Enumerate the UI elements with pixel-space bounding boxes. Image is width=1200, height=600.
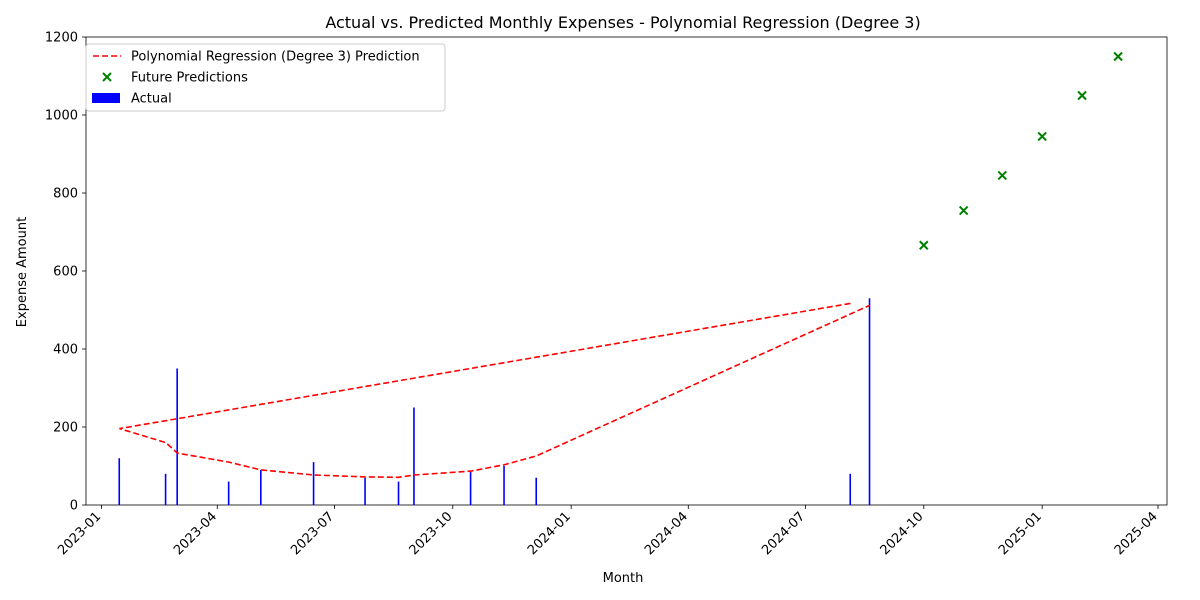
actual-bar [227,481,230,505]
legend-swatch-future [102,72,112,82]
x-tick-label: 2024-01 [525,509,574,558]
y-tick-label: 200 [53,421,78,436]
actual-bar [397,481,400,505]
future-prediction-marker [958,205,969,216]
future-prediction-marker [1037,131,1047,142]
y-tick-label: 1200 [45,31,78,46]
x-tick-label: 2025-04 [1112,509,1161,558]
y-tick-label: 0 [70,499,78,514]
legend-swatch-actual [92,93,120,103]
x-tick-label: 2023-01 [55,509,104,558]
y-axis-label: Expense Amount [15,217,30,327]
future-prediction-marker [997,170,1007,181]
y-tick-label: 600 [53,265,78,280]
actual-bar [118,458,121,505]
actual-bar [176,368,178,505]
x-axis-label: Month [603,571,644,586]
legend-box [85,43,446,112]
actual-bar [469,471,472,505]
legend-label: Future Predictions [131,71,248,86]
x-tick-label: 2024-04 [642,509,691,558]
actual-bar [868,298,871,505]
actual-bar [312,462,315,505]
x-tick-label: 2023-04 [171,509,220,558]
future-prediction-marker [1113,51,1123,62]
actual-bar [535,477,538,505]
x-tick-label: 2025-01 [996,509,1045,558]
actual-bar [364,477,366,505]
x-tick-label: 2023-07 [288,509,337,558]
legend-label: Actual [131,92,172,107]
legend: Polynomial Regression (Degree 3) Predict… [85,43,446,112]
x-tick-label: 2024-10 [878,509,927,558]
prediction-line [119,302,871,479]
y-tick-label: 400 [53,343,78,358]
future-prediction-marker [919,240,929,250]
y-tick-label: 800 [53,187,78,202]
legend-label: Polynomial Regression (Degree 3) Predict… [131,50,420,65]
y-tick-label: 1000 [45,109,78,124]
x-tick-label: 2023-10 [407,509,456,558]
future-prediction-marker [1077,90,1087,101]
actual-bar [849,473,852,505]
actual-bar [413,407,415,505]
x-tick-label: 2024-07 [759,509,808,558]
actual-bar [260,469,262,505]
actual-bar [503,466,505,505]
actual-bar [164,473,167,505]
chart-title: Actual vs. Predicted Monthly Expenses - … [325,13,920,32]
